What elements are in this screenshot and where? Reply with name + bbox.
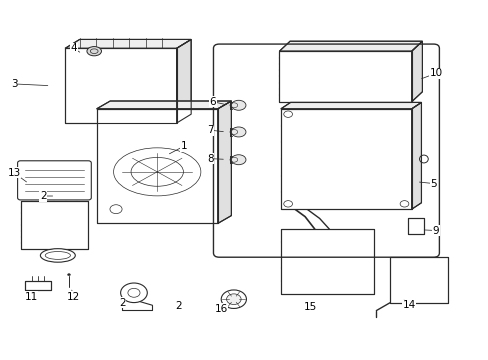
Polygon shape [97, 109, 217, 224]
Text: 2: 2 [175, 301, 182, 311]
Polygon shape [25, 282, 50, 290]
Polygon shape [411, 41, 422, 102]
Text: 3: 3 [11, 79, 18, 89]
Ellipse shape [41, 249, 75, 262]
Text: 9: 9 [432, 225, 438, 235]
Polygon shape [65, 48, 176, 123]
Text: 11: 11 [24, 292, 38, 302]
Polygon shape [389, 257, 447, 303]
Polygon shape [279, 41, 422, 51]
Ellipse shape [67, 274, 70, 276]
Polygon shape [20, 201, 88, 249]
Text: 8: 8 [207, 154, 213, 164]
Ellipse shape [231, 100, 245, 110]
Polygon shape [411, 103, 421, 209]
Polygon shape [176, 40, 191, 123]
Text: 13: 13 [7, 168, 21, 178]
Text: 14: 14 [402, 300, 415, 310]
Text: 2: 2 [119, 298, 125, 308]
Text: 4: 4 [70, 43, 77, 53]
Ellipse shape [231, 155, 245, 165]
Text: 7: 7 [207, 125, 213, 135]
Polygon shape [217, 101, 231, 224]
Text: 2: 2 [40, 191, 46, 201]
Ellipse shape [231, 127, 245, 137]
FancyBboxPatch shape [18, 161, 91, 200]
Text: 6: 6 [209, 97, 216, 107]
Text: 5: 5 [429, 179, 436, 189]
Text: 12: 12 [67, 292, 81, 302]
Polygon shape [280, 229, 374, 294]
Text: 10: 10 [428, 68, 442, 78]
Ellipse shape [226, 294, 241, 305]
Polygon shape [279, 51, 411, 102]
Polygon shape [280, 103, 421, 109]
Text: 15: 15 [303, 302, 316, 312]
Polygon shape [280, 109, 411, 209]
Polygon shape [65, 40, 191, 48]
Ellipse shape [87, 46, 102, 56]
Text: 16: 16 [214, 304, 227, 314]
Polygon shape [407, 219, 423, 234]
Text: 1: 1 [180, 141, 187, 151]
Ellipse shape [221, 290, 246, 309]
Polygon shape [97, 101, 231, 109]
Ellipse shape [121, 283, 147, 303]
